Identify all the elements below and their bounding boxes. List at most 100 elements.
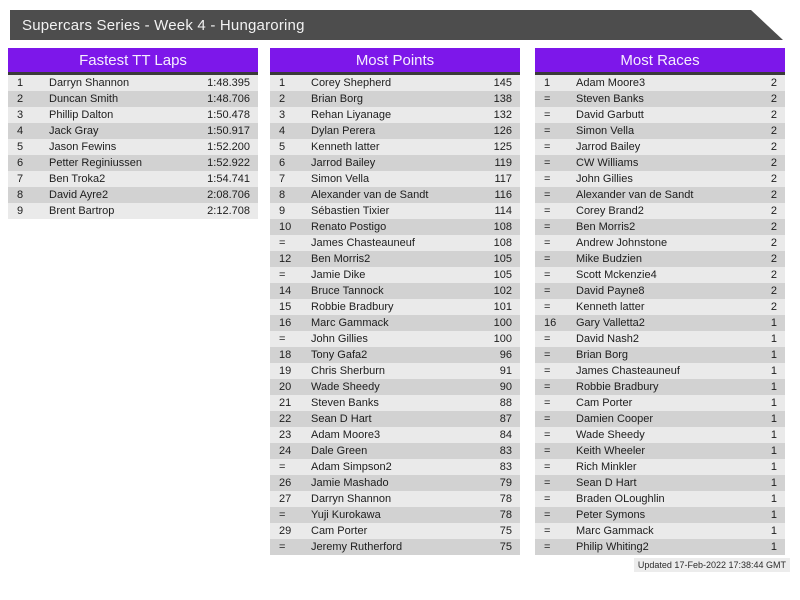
rank-cell: 20 — [279, 381, 292, 393]
driver-name: Corey Shepherd — [311, 77, 392, 89]
rank-cell: 14 — [279, 285, 292, 297]
table-row: 7 Ben Troka2 1:54.741 — [8, 171, 258, 187]
driver-name: Brian Borg — [576, 349, 628, 361]
driver-name: Duncan Smith — [49, 93, 119, 105]
rank-cell: = — [544, 109, 551, 121]
value-cell: 101 — [493, 301, 512, 313]
table-row: = James Chasteauneuf 1 — [535, 363, 785, 379]
value-cell: 1:50.917 — [207, 125, 250, 137]
rank-cell: 4 — [17, 125, 24, 137]
rank-cell: 6 — [279, 157, 286, 169]
table-row: = Damien Cooper 1 — [535, 411, 785, 427]
rank-cell: 27 — [279, 493, 292, 505]
driver-name: Scott Mckenzie4 — [576, 269, 657, 281]
value-cell: 1 — [770, 477, 777, 489]
rank-cell: 22 — [279, 413, 292, 425]
page-title: Supercars Series - Week 4 - Hungaroring — [22, 16, 305, 34]
driver-name: CW Williams — [576, 157, 639, 169]
table-row: 9 Brent Bartrop 2:12.708 — [8, 203, 258, 219]
table-rows: 1 Corey Shepherd 145 2 Brian Borg 138 3 Rehan L… — [270, 75, 520, 555]
table-row: = Braden OLoughlin 1 — [535, 491, 785, 507]
value-cell: 1:50.478 — [207, 109, 250, 121]
driver-name: Ben Morris2 — [576, 221, 636, 233]
table-row: 4 Dylan Perera 126 — [270, 123, 520, 139]
table-row: 3 Phillip Dalton 1:50.478 — [8, 107, 258, 123]
table-row: = Keith Wheeler 1 — [535, 443, 785, 459]
driver-name: Wade Sheedy — [311, 381, 380, 393]
value-cell: 1:52.922 — [207, 157, 250, 169]
driver-name: Adam Moore3 — [311, 429, 381, 441]
value-cell: 1:52.200 — [207, 141, 250, 153]
table-row: 20 Wade Sheedy 90 — [270, 379, 520, 395]
value-cell: 2 — [770, 125, 777, 137]
table-row: 2 Duncan Smith 1:48.706 — [8, 91, 258, 107]
value-cell: 87 — [499, 413, 512, 425]
value-cell: 116 — [494, 189, 512, 201]
driver-name: Jarrod Bailey — [576, 141, 641, 153]
driver-name: David Nash2 — [576, 333, 639, 345]
rank-cell: 1 — [279, 77, 286, 89]
value-cell: 138 — [493, 93, 512, 105]
driver-name: Darryn Shannon — [311, 493, 392, 505]
rank-cell: 9 — [17, 205, 24, 217]
value-cell: 84 — [499, 429, 512, 441]
value-cell: 105 — [493, 269, 512, 281]
table-row: = John Gillies 2 — [535, 171, 785, 187]
table-row: 27 Darryn Shannon 78 — [270, 491, 520, 507]
driver-name: Damien Cooper — [576, 413, 654, 425]
rank-cell: = — [544, 365, 551, 377]
driver-name: Simon Vella — [576, 125, 635, 137]
driver-name: Kenneth latter — [311, 141, 380, 153]
driver-name: Robbie Bradbury — [576, 381, 659, 393]
value-cell: 2 — [770, 205, 777, 217]
value-cell: 1 — [770, 365, 777, 377]
table-row: = Simon Vella 2 — [535, 123, 785, 139]
driver-name: Alexander van de Sandt — [576, 189, 694, 201]
driver-name: Adam Moore3 — [576, 77, 646, 89]
fastest-tt-laps-table: Fastest TT Laps 1 Darryn Shannon 1:48.395 2… — [8, 48, 258, 219]
driver-name: Yuji Kurokawa — [311, 509, 381, 521]
table-title: Most Points — [270, 48, 520, 72]
rank-cell: 18 — [279, 349, 292, 361]
table-row: 10 Renato Postigo 108 — [270, 219, 520, 235]
value-cell: 117 — [494, 173, 512, 185]
driver-name: Wade Sheedy — [576, 429, 645, 441]
table-row: 16 Marc Gammack 100 — [270, 315, 520, 331]
driver-name: Marc Gammack — [576, 525, 654, 537]
value-cell: 1 — [770, 445, 777, 457]
driver-name: David Ayre2 — [49, 189, 109, 201]
driver-name: Keith Wheeler — [576, 445, 646, 457]
value-cell: 1 — [770, 509, 777, 521]
rank-cell: = — [544, 125, 551, 137]
value-cell: 2 — [770, 189, 777, 201]
value-cell: 108 — [493, 237, 512, 249]
table-row: 24 Dale Green 83 — [270, 443, 520, 459]
rank-cell: 6 — [17, 157, 24, 169]
rank-cell: 7 — [17, 173, 24, 185]
driver-name: Ben Troka2 — [49, 173, 106, 185]
table-row: 16 Gary Valletta2 1 — [535, 315, 785, 331]
table-row: 8 Alexander van de Sandt 116 — [270, 187, 520, 203]
value-cell: 2 — [770, 77, 777, 89]
table-row: = David Nash2 1 — [535, 331, 785, 347]
value-cell: 126 — [493, 125, 512, 137]
value-cell: 1 — [770, 429, 777, 441]
table-row: 2 Brian Borg 138 — [270, 91, 520, 107]
table-rows: 1 Darryn Shannon 1:48.395 2 Duncan Smith 1:48… — [8, 75, 258, 219]
rank-cell: = — [544, 333, 551, 345]
driver-name: Peter Symons — [576, 509, 646, 521]
table-row: = John Gillies 100 — [270, 331, 520, 347]
rank-cell: = — [279, 333, 286, 345]
driver-name: Sean D Hart — [311, 413, 372, 425]
table-row: 1 Corey Shepherd 145 — [270, 75, 520, 91]
value-cell: 105 — [493, 253, 512, 265]
rank-cell: 29 — [279, 525, 292, 537]
rank-cell: = — [544, 301, 551, 313]
rank-cell: 5 — [17, 141, 24, 153]
driver-name: Phillip Dalton — [49, 109, 114, 121]
rank-cell: 19 — [279, 365, 292, 377]
value-cell: 1 — [770, 525, 777, 537]
rank-cell: = — [544, 461, 551, 473]
table-row: 29 Cam Porter 75 — [270, 523, 520, 539]
driver-name: Steven Banks — [311, 397, 379, 409]
